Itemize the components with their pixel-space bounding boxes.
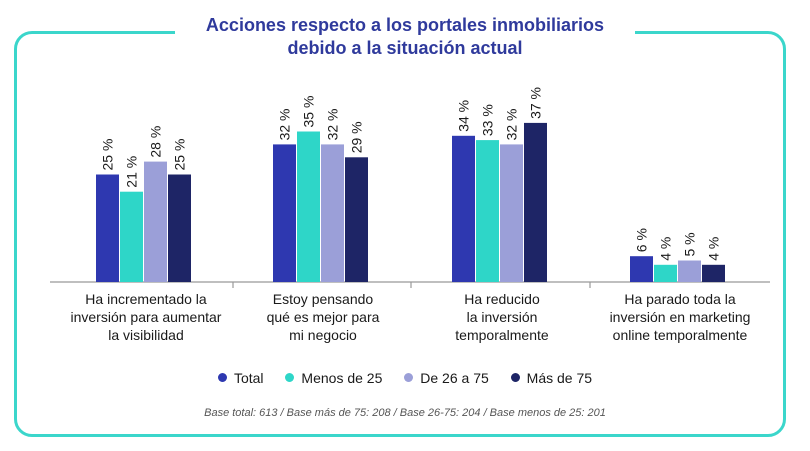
data-label-total-1: 25 % (100, 139, 116, 171)
legend-marker-mas-de-75 (510, 373, 520, 382)
data-label-total-4: 6 % (634, 228, 650, 252)
legend-marker-de-26-a-75 (404, 373, 414, 382)
legend-marker-total (217, 373, 227, 382)
legend-item-total: Total (217, 370, 264, 386)
data-label-mas-de-75-3: 37 % (528, 87, 544, 119)
bar-de-26-a-75-2 (321, 144, 344, 282)
data-label-mas-de-75-4: 4 % (706, 237, 722, 261)
bar-total-2 (273, 144, 296, 282)
data-label-de-26-a-75-4: 5 % (682, 232, 698, 256)
base-footnote: Base total: 613 / Base más de 75: 208 / … (204, 407, 606, 419)
category-label-4: Ha parado toda la inversión en marketing… (609, 291, 751, 343)
bar-menos-de-25-1 (120, 191, 143, 282)
data-label-total-2: 32 % (277, 108, 293, 140)
data-label-menos-de-25-1: 21 % (124, 156, 140, 188)
category-label-1: Ha incrementado la inversión para aument… (70, 291, 222, 343)
bar-mas-de-75-1 (168, 174, 191, 282)
bar-de-26-a-75-3 (500, 144, 523, 282)
bar-de-26-a-75-4 (678, 260, 701, 282)
bar-total-3 (452, 135, 475, 282)
data-label-de-26-a-75-1: 28 % (148, 126, 164, 158)
bar-mas-de-75-3 (524, 122, 547, 283)
bar-menos-de-25-3 (476, 140, 499, 282)
data-label-mas-de-75-2: 29 % (349, 121, 365, 153)
data-label-total-3: 34 % (456, 100, 472, 132)
chart-title: Acciones respecto a los portales inmobil… (175, 14, 635, 60)
data-label-menos-de-25-2: 35 % (301, 96, 317, 128)
bar-total-1 (96, 174, 119, 282)
data-label-mas-de-75-1: 25 % (172, 139, 188, 171)
data-label-de-26-a-75-2: 32 % (325, 108, 341, 140)
bar-mas-de-75-4 (702, 264, 725, 282)
category-label-2: Estoy pensando qué es mejor para mi nego… (266, 291, 380, 343)
bar-de-26-a-75-1 (144, 161, 167, 282)
data-label-de-26-a-75-3: 32 % (504, 108, 520, 140)
bar-mas-de-75-2 (345, 157, 368, 282)
legend-marker-menos-de-25 (285, 373, 295, 382)
legend-item-menos-de-25: Menos de 25 (285, 370, 382, 386)
chart-title-line-1: Acciones respecto a los portales inmobil… (205, 15, 605, 35)
data-label-menos-de-25-3: 33 % (480, 104, 496, 136)
chart-title-line-2: debido a la situación actual (287, 38, 523, 58)
bar-menos-de-25-2 (297, 131, 320, 282)
bar-total-4 (630, 256, 653, 282)
legend-item-de-26-a-75: De 26 a 75 (404, 370, 489, 386)
data-label-menos-de-25-4: 4 % (658, 237, 674, 261)
legend: Total Menos de 25 De 26 a 75 Más de 75 (0, 370, 810, 386)
bar-menos-de-25-4 (654, 264, 677, 282)
category-label-3: Ha reducido la inversión temporalmente (455, 291, 549, 343)
legend-item-mas-de-75: Más de 75 (510, 370, 592, 386)
